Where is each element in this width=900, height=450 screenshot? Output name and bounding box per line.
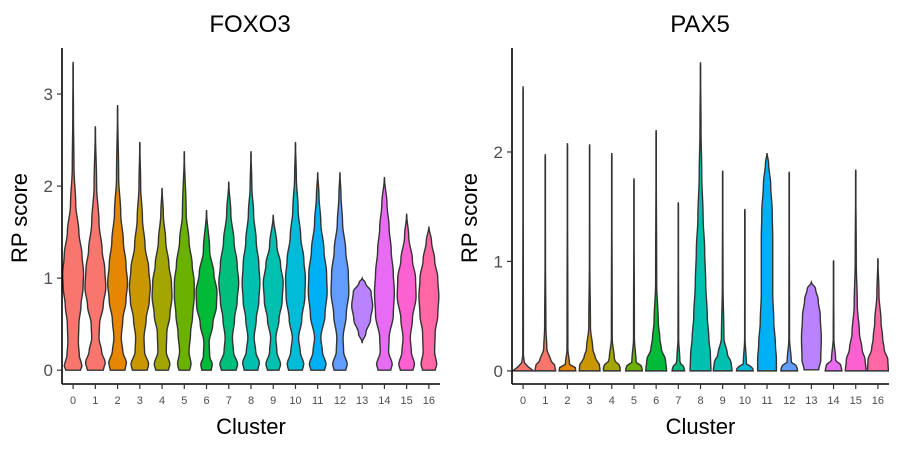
violin-cluster-10: [284, 141, 307, 371]
x-tick-label: 15: [850, 395, 862, 407]
violin-cluster-5: [173, 151, 195, 371]
x-tick-label: 2: [564, 395, 570, 407]
x-tick-label: 2: [115, 395, 121, 407]
x-tick-label: 8: [697, 395, 703, 407]
x-tick-label: 7: [226, 395, 232, 407]
x-tick-label: 12: [334, 395, 346, 407]
violin-cluster-4: [602, 153, 621, 372]
x-tick-label: 11: [761, 395, 772, 407]
chart-title: PAX5: [670, 11, 730, 38]
y-tick-label: 3: [44, 85, 53, 104]
x-tick-label: 3: [137, 395, 143, 407]
violin-cluster-3: [578, 144, 601, 372]
y-axis-label: RP score: [7, 173, 32, 263]
violin-cluster-5: [624, 178, 644, 372]
x-tick-label: 0: [70, 395, 76, 407]
y-tick-label: 2: [494, 143, 503, 162]
x-tick-label: 16: [872, 395, 884, 407]
violin-cluster-7: [218, 181, 240, 371]
violin-cluster-12: [330, 172, 350, 371]
x-tick-label: 10: [739, 395, 751, 407]
x-tick-label: 14: [827, 395, 839, 407]
chart-title: FOXO3: [209, 11, 290, 38]
violin-cluster-15: [844, 169, 867, 372]
violin-cluster-14: [373, 176, 396, 371]
violin-cluster-16: [866, 258, 890, 372]
y-tick-label: 0: [44, 361, 53, 380]
x-tick-label: 8: [248, 395, 254, 407]
x-tick-label: 14: [378, 395, 390, 407]
x-tick-label: 4: [159, 395, 165, 407]
violin-cluster-11: [307, 172, 328, 371]
violin-cluster-6: [195, 209, 218, 371]
y-axis-label: RP score: [457, 173, 482, 263]
x-tick-label: 6: [203, 395, 209, 407]
violin-cluster-13: [800, 279, 822, 371]
y-tick-label: 2: [44, 177, 53, 196]
violin-cluster-3: [128, 141, 151, 371]
violin-cluster-12: [780, 171, 799, 372]
violin-cluster-0: [510, 86, 536, 372]
violin-cluster-11: [756, 152, 778, 372]
x-axis-label: Cluster: [666, 414, 736, 439]
x-tick-label: 7: [675, 395, 681, 407]
violin-cluster-9: [712, 170, 733, 372]
x-tick-label: 4: [609, 395, 615, 407]
y-tick-label: 1: [494, 252, 503, 271]
x-tick-label: 13: [805, 395, 817, 407]
violin-cluster-8: [241, 151, 261, 371]
x-axis-label: Cluster: [216, 414, 286, 439]
violin-cluster-6: [644, 130, 668, 372]
x-tick-label: 5: [181, 395, 187, 407]
violin-cluster-14: [824, 260, 843, 372]
x-tick-label: 6: [653, 395, 659, 407]
y-tick-label: 0: [494, 362, 503, 381]
violin-cluster-8: [689, 62, 712, 372]
violin-cluster-13: [351, 276, 374, 344]
violin-cluster-10: [735, 208, 755, 372]
violin-cluster-15: [396, 213, 417, 371]
x-tick-label: 11: [312, 395, 323, 407]
violin-cluster-0: [61, 61, 85, 371]
x-tick-label: 10: [289, 395, 301, 407]
violin-cluster-1: [84, 126, 107, 371]
violin-cluster-2: [106, 105, 129, 371]
violin-cluster-4: [151, 187, 173, 371]
x-tick-label: 16: [423, 395, 435, 407]
violin-cluster-1: [533, 154, 557, 372]
y-tick-label: 1: [44, 269, 53, 288]
x-tick-label: 5: [631, 395, 637, 407]
x-tick-label: 12: [783, 395, 795, 407]
x-tick-label: 9: [270, 395, 276, 407]
x-tick-label: 15: [401, 395, 413, 407]
x-tick-label: 1: [542, 395, 548, 407]
violin-cluster-16: [418, 226, 440, 371]
violin-cluster-7: [671, 202, 686, 372]
x-tick-label: 0: [520, 395, 526, 407]
violin-cluster-2: [558, 143, 577, 372]
x-tick-label: 9: [720, 395, 726, 407]
x-tick-label: 1: [92, 395, 98, 407]
x-tick-label: 13: [356, 395, 368, 407]
violin-cluster-9: [262, 214, 284, 371]
x-tick-label: 3: [587, 395, 593, 407]
